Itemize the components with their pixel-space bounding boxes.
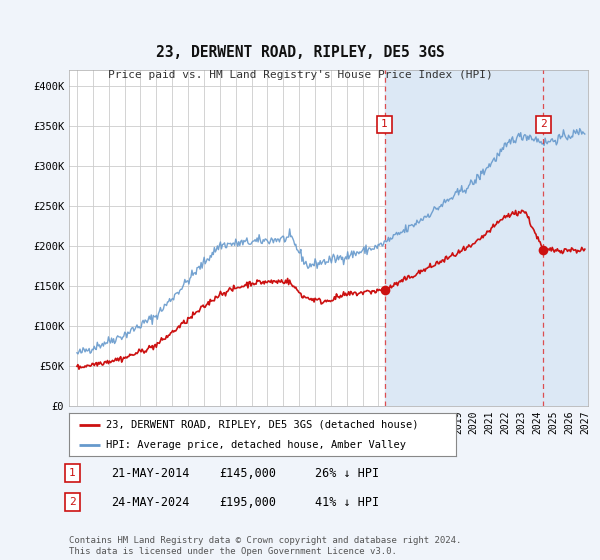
Text: Price paid vs. HM Land Registry's House Price Index (HPI): Price paid vs. HM Land Registry's House … — [107, 70, 493, 80]
Text: HPI: Average price, detached house, Amber Valley: HPI: Average price, detached house, Ambe… — [106, 440, 406, 450]
Text: Contains HM Land Registry data © Crown copyright and database right 2024.
This d: Contains HM Land Registry data © Crown c… — [69, 536, 461, 556]
Text: 2: 2 — [69, 497, 76, 507]
Text: 21-MAY-2014: 21-MAY-2014 — [111, 466, 190, 480]
Text: 26% ↓ HPI: 26% ↓ HPI — [315, 466, 379, 480]
Text: £195,000: £195,000 — [219, 496, 276, 509]
Text: 41% ↓ HPI: 41% ↓ HPI — [315, 496, 379, 509]
Text: 1: 1 — [69, 468, 76, 478]
Text: 24-MAY-2024: 24-MAY-2024 — [111, 496, 190, 509]
Text: 2: 2 — [540, 119, 547, 129]
Bar — [552, 70, 588, 406]
Text: 23, DERWENT ROAD, RIPLEY, DE5 3GS (detached house): 23, DERWENT ROAD, RIPLEY, DE5 3GS (detac… — [106, 419, 418, 430]
Bar — [385, 70, 588, 406]
Text: £145,000: £145,000 — [219, 466, 276, 480]
Text: 23, DERWENT ROAD, RIPLEY, DE5 3GS: 23, DERWENT ROAD, RIPLEY, DE5 3GS — [155, 45, 445, 60]
Text: 1: 1 — [381, 119, 388, 129]
